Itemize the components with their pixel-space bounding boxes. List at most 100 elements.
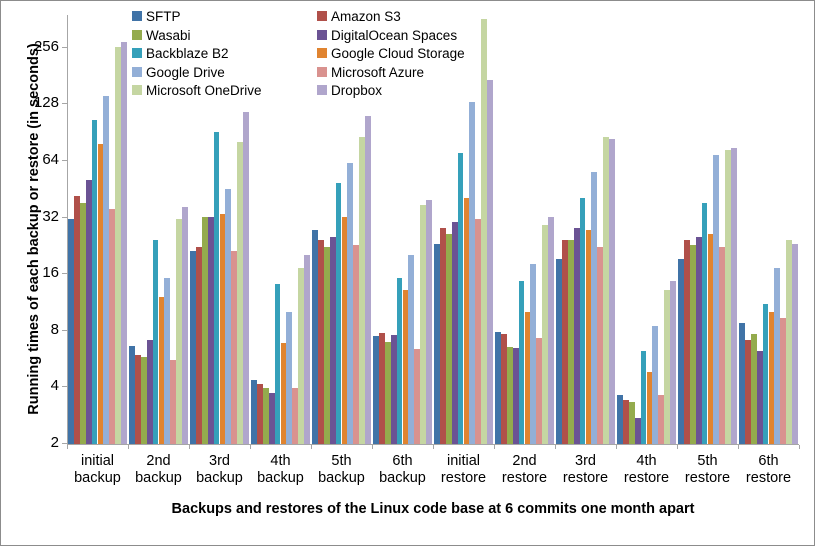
legend-swatch-icon — [317, 66, 327, 77]
x-tick-mark — [494, 445, 495, 449]
bar-google-cloud-storage — [768, 311, 775, 444]
bar-digitalocean-spaces — [329, 236, 336, 444]
category-label-line: backup — [135, 470, 182, 486]
bar-google-drive — [591, 172, 598, 444]
bar-google-cloud-storage — [219, 214, 226, 444]
bar-microsoft-onedrive — [237, 141, 243, 444]
bar-amazon-s3 — [440, 227, 446, 444]
legend-label: Google Drive — [146, 64, 225, 80]
category-label: 4th backup — [242, 453, 319, 487]
category-label-line: 4th — [636, 453, 657, 469]
legend-label: Microsoft OneDrive — [146, 83, 262, 99]
bar-amazon-s3 — [745, 339, 751, 444]
x-tick-mark — [555, 445, 556, 449]
bar-microsoft-azure — [414, 349, 421, 444]
category-label: 2nd backup — [120, 453, 197, 487]
x-tick-mark — [738, 445, 739, 449]
x-tick-mark — [372, 445, 373, 449]
bar-microsoft-azure — [719, 247, 726, 444]
bar-amazon-s3 — [196, 247, 202, 444]
bar-digitalocean-spaces — [207, 216, 214, 444]
bar-microsoft-azure — [658, 395, 665, 444]
legend-swatch-icon — [132, 48, 142, 59]
y-tick-label: 256 — [33, 37, 59, 55]
bar-backblaze-b2 — [152, 240, 159, 444]
bar-sftp — [373, 336, 380, 444]
bar-wasabi — [140, 357, 147, 444]
category-label-line: 5th — [331, 453, 352, 469]
bar-backblaze-b2 — [457, 152, 464, 444]
legend-label: Backblaze B2 — [146, 46, 229, 62]
x-axis-line — [67, 444, 799, 445]
y-tick-label: 8 — [50, 320, 59, 338]
category-label-line: 6th — [392, 453, 413, 469]
bar-microsoft-azure — [536, 338, 543, 444]
y-tick-label: 128 — [33, 94, 59, 112]
bar-microsoft-onedrive — [542, 224, 548, 444]
category-label: 3rd restore — [547, 453, 624, 487]
y-tick-label: 32 — [42, 207, 59, 225]
category-label: 5th backup — [303, 453, 380, 487]
bar-google-cloud-storage — [280, 343, 287, 444]
legend-swatch-icon — [132, 85, 142, 96]
bar-microsoft-azure — [475, 219, 482, 444]
bar-microsoft-azure — [353, 245, 360, 444]
y-axis-line — [67, 15, 68, 444]
bar-backblaze-b2 — [274, 284, 281, 444]
bar-sftp — [617, 395, 624, 444]
bar-google-drive — [225, 188, 232, 444]
x-tick-mark — [311, 445, 312, 449]
bar-google-drive — [103, 96, 110, 444]
bar-microsoft-onedrive — [786, 240, 792, 444]
bar-dropbox — [364, 115, 371, 444]
y-tick-label: 2 — [50, 434, 59, 451]
category-label-line: 3rd — [575, 453, 596, 469]
bar-microsoft-azure — [170, 360, 177, 444]
bar-backblaze-b2 — [91, 119, 98, 444]
bar-google-cloud-storage — [463, 198, 470, 444]
y-tick-mark — [62, 216, 67, 218]
bar-wasabi — [384, 341, 391, 444]
bar-google-drive — [469, 102, 476, 444]
bar-wasabi — [262, 388, 269, 444]
category-label: 4th restore — [608, 453, 685, 487]
bar-google-drive — [347, 162, 354, 444]
bar-google-drive — [774, 268, 781, 444]
x-tick-mark — [677, 445, 678, 449]
category-label: 5th restore — [669, 453, 746, 487]
bar-google-cloud-storage — [402, 290, 409, 444]
bar-google-cloud-storage — [341, 216, 348, 444]
bar-digitalocean-spaces — [573, 227, 580, 444]
bar-microsoft-onedrive — [664, 290, 670, 444]
bar-wasabi — [506, 346, 513, 444]
bar-backblaze-b2 — [518, 281, 525, 444]
bar-wasabi — [567, 240, 574, 444]
x-tick-mark — [189, 445, 190, 449]
legend-label: SFTP — [146, 9, 181, 24]
bar-dropbox — [181, 206, 188, 444]
bar-wasabi — [689, 245, 696, 444]
bar-dropbox — [486, 80, 493, 444]
category-label-line: 5th — [697, 453, 718, 469]
bar-backblaze-b2 — [762, 303, 769, 444]
y-tick-label: 64 — [42, 151, 59, 168]
bar-microsoft-onedrive — [420, 204, 426, 444]
bar-microsoft-onedrive — [481, 18, 487, 444]
category-label: initial restore — [425, 453, 502, 487]
legend-swatch-icon — [317, 48, 327, 59]
category-label-line: restore — [562, 470, 609, 486]
bar-microsoft-azure — [597, 247, 604, 444]
bar-dropbox — [791, 243, 798, 444]
category-label: 6th backup — [364, 453, 441, 487]
bar-sftp — [678, 259, 685, 444]
category-label-line: 3rd — [209, 453, 230, 469]
category-label: 6th restore — [730, 453, 807, 487]
bar-google-drive — [408, 254, 415, 444]
category-label-line: 6th — [758, 453, 779, 469]
y-tick-mark — [62, 46, 67, 48]
bar-microsoft-azure — [231, 250, 238, 444]
bar-digitalocean-spaces — [85, 180, 92, 444]
category-label: 3rd backup — [181, 453, 258, 487]
bar-sftp — [68, 219, 75, 444]
